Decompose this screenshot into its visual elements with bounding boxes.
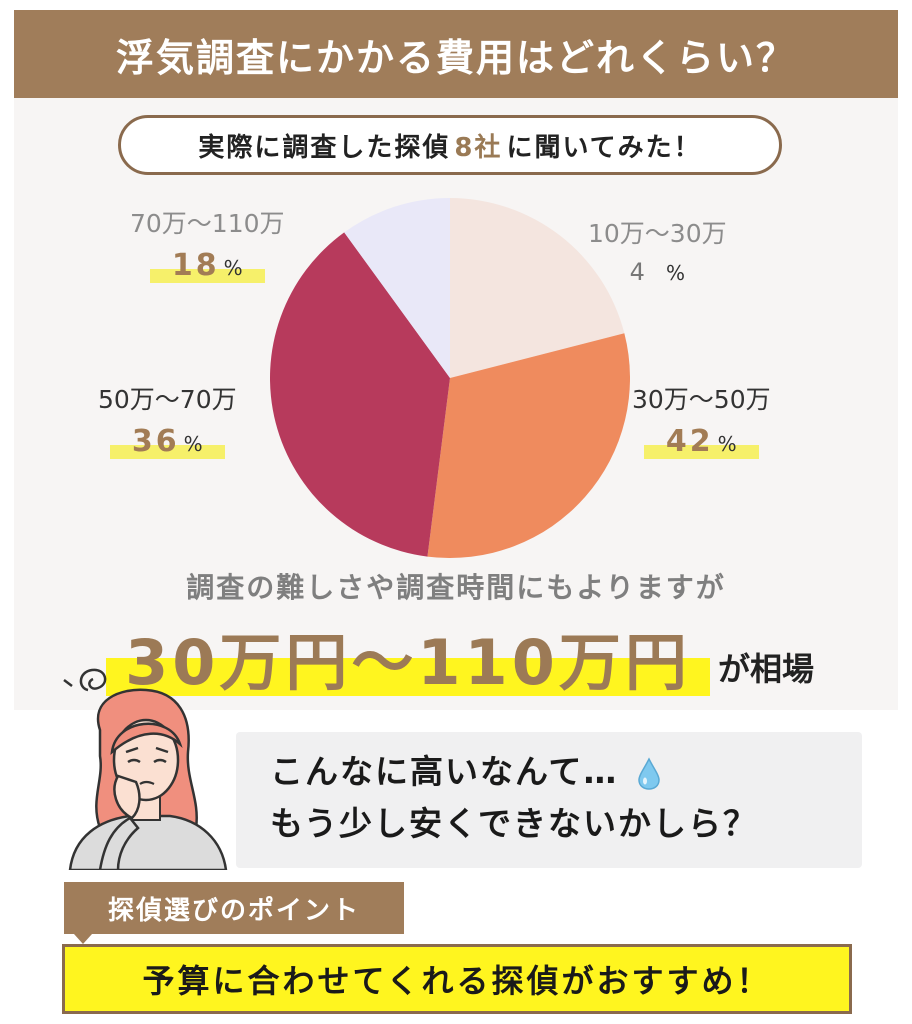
subtitle-highlight: 8社 xyxy=(454,132,503,163)
water-drop-icon xyxy=(638,756,660,790)
recommendation-box: 予算に合わせてくれる探偵がおすすめ！ xyxy=(62,944,852,1014)
label-percent: 4 % xyxy=(588,258,727,286)
subtitle-pill: 実際に調査した探偵 8社 に聞いてみた！ xyxy=(118,115,782,175)
price-highlight xyxy=(106,658,710,696)
label-10-30: 10万～30万 4 % xyxy=(588,218,727,286)
price-suffix: が相場 xyxy=(718,650,815,688)
worried-woman-illustration xyxy=(63,668,228,870)
percent-sign: % xyxy=(223,256,243,280)
percent-value: 4 xyxy=(629,258,645,286)
percent-highlight xyxy=(643,445,759,459)
pie-slice-1 xyxy=(450,198,625,378)
subtitle-before: 実際に調査した探偵 xyxy=(198,132,451,163)
label-percent: 36% xyxy=(109,424,225,459)
speech-line-1: こんなに高いなんて… xyxy=(270,746,862,798)
percent-value: 36 xyxy=(131,424,180,459)
speech-bubble: こんなに高いなんて… もう少し安くできないかしら？ xyxy=(236,732,862,868)
cost-note: 調査の難しさや調査時間にもよりますが xyxy=(186,571,726,604)
percent-value: 42 xyxy=(665,424,714,459)
label-50-70: 50万～70万 36% xyxy=(98,384,237,459)
percent-value: 18 xyxy=(171,248,220,283)
label-range: 30万～50万 xyxy=(632,385,771,414)
point-tab-pointer xyxy=(74,934,92,944)
percent-sign: % xyxy=(183,432,203,456)
label-range: 70万～110万 xyxy=(130,209,285,238)
speech-line-2: もう少し安くできないかしら？ xyxy=(270,804,759,843)
pie-slice-4 xyxy=(344,198,450,378)
label-70-110: 70万～110万 18% xyxy=(130,208,285,283)
percent-highlight xyxy=(149,269,265,283)
speech-line-1-text: こんなに高いなんて… xyxy=(270,752,619,791)
point-tab: 探偵選びのポイント xyxy=(64,882,404,934)
pie-chart xyxy=(269,198,630,558)
label-range: 10万～30万 xyxy=(588,219,727,248)
page-title: 浮気調査にかかる費用はどれくらい？ xyxy=(14,10,898,98)
percent-highlight xyxy=(109,445,225,459)
pie-slice-2 xyxy=(427,333,630,558)
percent-sign: % xyxy=(665,261,685,285)
percent-sign: % xyxy=(717,432,737,456)
subtitle-after: に聞いてみた！ xyxy=(506,132,702,163)
label-30-50: 30万～50万 42% xyxy=(632,384,771,459)
pie-slice-3 xyxy=(269,232,450,557)
price-range: 30万円～110万円 xyxy=(125,626,691,699)
label-range: 50万～70万 xyxy=(98,385,237,414)
label-percent: 42% xyxy=(643,424,759,459)
label-percent: 18% xyxy=(149,248,265,283)
